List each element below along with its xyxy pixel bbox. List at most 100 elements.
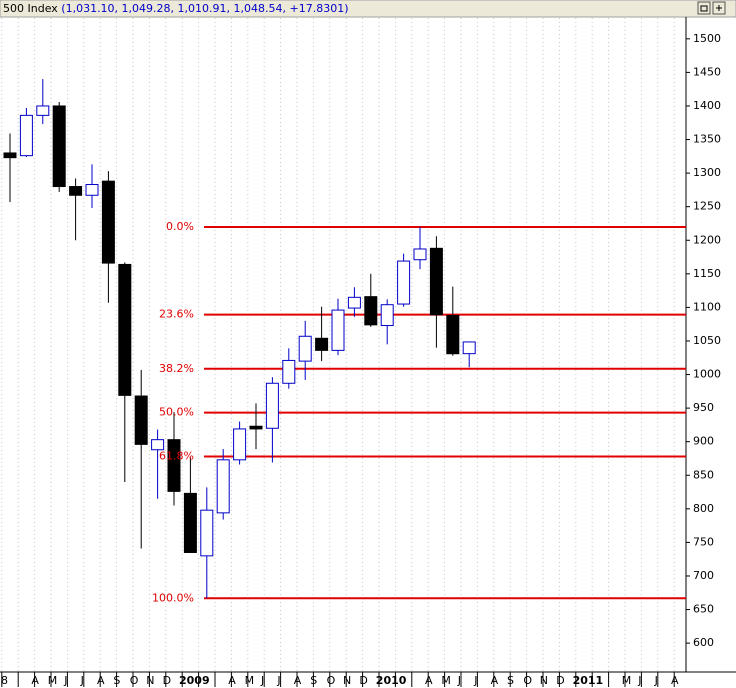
y-tick-label: 650 [693,603,714,616]
candle-body [397,260,411,305]
x-tick-label: N [146,674,154,687]
x-tick-label: J [80,674,84,687]
y-tick-label: 700 [693,569,714,582]
restore-icon [700,5,708,12]
plot [3,79,686,600]
candle-body [413,248,427,261]
candle-body [249,425,263,430]
candle-body [462,341,476,355]
x-tick-label: J [260,674,264,687]
x-tick-label: O [327,674,336,687]
x-tick-label: 2011 [573,674,604,687]
x-tick-label: O [130,674,139,687]
candle-body [265,382,279,429]
candle-body [347,296,361,309]
x-tick-label: 8 [1,674,8,687]
x-tick-label: D [556,674,564,687]
candle-body [101,180,115,264]
candle-body [134,395,148,445]
pin-icon [716,5,722,11]
x-tick-label: M [48,674,58,687]
level-label: 61.8% [159,449,194,462]
candle-body [3,152,17,159]
candle-body [216,459,230,514]
candle-body [118,263,132,396]
candle-body [151,439,165,451]
x-tick-label: M [245,674,255,687]
candle-body [364,296,378,326]
x-tick-label: J [473,674,477,687]
level-label: 0.0% [166,220,194,233]
x-tick-label: A [228,674,236,687]
x-tick-label: A [294,674,302,687]
candle-body [331,309,345,351]
candle-body [183,492,197,553]
y-tick-label: 750 [693,535,714,548]
candle-body [85,184,99,196]
y-tick-label: 800 [693,502,714,515]
x-tick-label: S [310,674,317,687]
x-tick-label: D [163,674,171,687]
y-tick-label: 850 [693,468,714,481]
candle-body [36,105,50,116]
x-tick-label: N [540,674,548,687]
x-tick-label: S [507,674,514,687]
candle-body [429,247,443,316]
y-tick-label: 1150 [693,267,721,280]
restore-button[interactable] [697,1,711,15]
x-tick-label: J [276,674,280,687]
x-tick-label: A [97,674,105,687]
chart-title: 500 Index (1,031.10, 1,049.28, 1,010.91,… [3,2,348,15]
y-tick-label: 1250 [693,200,721,213]
x-tick-label: A [425,674,433,687]
x-tick-label: 2010 [376,674,407,687]
candle-body [298,335,312,362]
title-bar [0,0,736,18]
y-tick-label: 1100 [693,300,721,313]
x-tick-label: J [654,674,658,687]
y-tick-label: 1400 [693,99,721,112]
y-tick-label: 1500 [693,32,721,45]
grid [1,18,675,672]
x-tick-label: M [622,674,632,687]
x-tick-label: O [523,674,532,687]
y-tick-label: 600 [693,636,714,649]
candle-body [200,509,214,557]
y-tick-label: 1050 [693,334,721,347]
x-tick-label: 2009 [179,674,210,687]
candle-body [282,359,296,384]
window-buttons[interactable] [697,1,726,15]
y-tick-label: 1450 [693,65,721,78]
y-tick-label: 1000 [693,368,721,381]
x-tick-label: S [113,674,120,687]
y-tick-label: 900 [693,435,714,448]
y-tick-label: 1350 [693,133,721,146]
level-label: 23.6% [159,308,194,321]
title-name: 500 Index [3,2,58,15]
x-tick-label: J [637,674,641,687]
x-tick-label: J [457,674,461,687]
candle-body [315,337,329,351]
x-tick-label: D [359,674,367,687]
title-values: (1,031.10, 1,049.28, 1,010.91, 1,048.54,… [61,2,348,15]
y-tick-label: 1300 [693,166,721,179]
candle-body [233,428,247,461]
candle-body [69,186,83,196]
candle-body [167,439,181,492]
x-tick-label: N [343,674,351,687]
x-tick-label: M [441,674,451,687]
y-tick-label: 1200 [693,233,721,246]
labels: 600 650 700 750 800 850 900 950 1000 1050 1100 1150… [1,32,721,687]
level-label: 38.2% [159,362,194,375]
candle-body [52,105,66,188]
y-tick-label: 950 [693,401,714,414]
x-tick-label: J [63,674,67,687]
level-label: 100.0% [152,591,194,604]
x-tick-label: A [491,674,499,687]
x-tick-label: A [31,674,39,687]
level-label: 50.0% [159,406,194,419]
candle-body [19,114,33,157]
